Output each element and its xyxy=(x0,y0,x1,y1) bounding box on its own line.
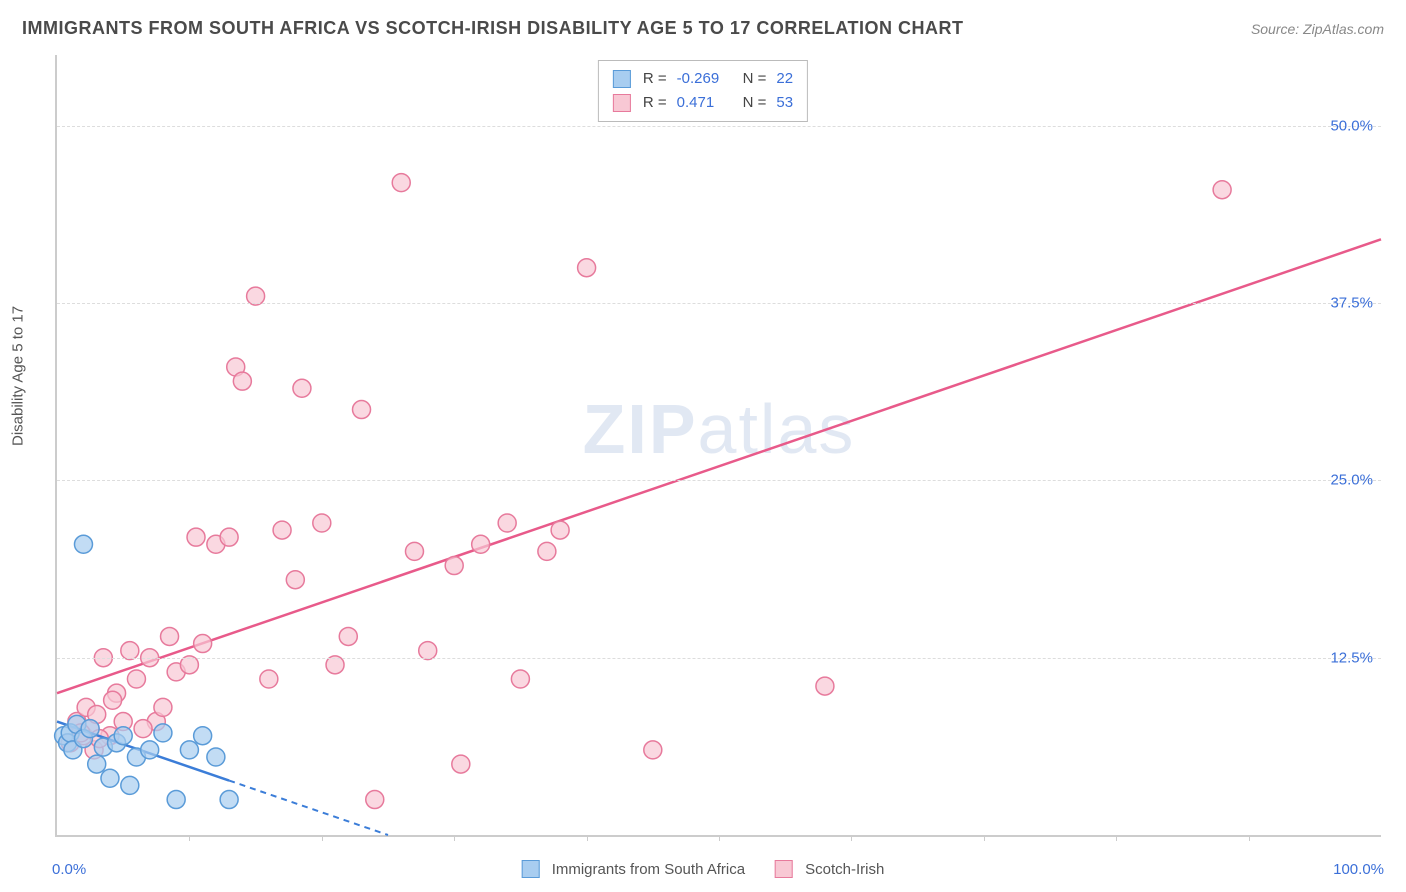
data-point-pink xyxy=(154,698,172,716)
header: IMMIGRANTS FROM SOUTH AFRICA VS SCOTCH-I… xyxy=(22,18,1384,39)
stats-box: R = -0.269 N = 22 R = 0.471 N = 53 xyxy=(598,60,808,122)
data-point-pink xyxy=(233,372,251,390)
legend-swatch-blue xyxy=(522,860,540,878)
data-point-blue xyxy=(154,724,172,742)
gridline-h xyxy=(57,126,1381,127)
data-point-pink xyxy=(816,677,834,695)
x-tick xyxy=(851,835,852,841)
data-point-pink xyxy=(161,627,179,645)
data-point-pink xyxy=(127,670,145,688)
x-tick xyxy=(984,835,985,841)
x-tick xyxy=(322,835,323,841)
data-point-pink xyxy=(286,571,304,589)
data-point-pink xyxy=(260,670,278,688)
swatch-pink xyxy=(613,94,631,112)
legend-label-blue: Immigrants from South Africa xyxy=(552,861,745,878)
data-point-pink xyxy=(392,174,410,192)
source-label: Source: ZipAtlas.com xyxy=(1251,21,1384,37)
x-axis-min-label: 0.0% xyxy=(52,861,86,878)
data-point-blue xyxy=(88,755,106,773)
data-point-blue xyxy=(220,791,238,809)
legend: Immigrants from South Africa Scotch-Iris… xyxy=(522,860,885,878)
data-point-pink xyxy=(472,535,490,553)
gridline-h xyxy=(57,303,1381,304)
data-point-blue xyxy=(121,776,139,794)
y-tick-label: 25.0% xyxy=(1330,472,1373,489)
y-axis-label: Disability Age 5 to 17 xyxy=(10,306,27,446)
data-point-pink xyxy=(405,542,423,560)
data-point-pink xyxy=(1213,181,1231,199)
data-point-pink xyxy=(220,528,238,546)
data-point-pink xyxy=(538,542,556,560)
data-point-pink xyxy=(511,670,529,688)
y-tick-label: 12.5% xyxy=(1330,649,1373,666)
scatter-svg xyxy=(57,55,1381,835)
swatch-blue xyxy=(613,70,631,88)
x-axis-max-label: 100.0% xyxy=(1333,861,1384,878)
gridline-h xyxy=(57,480,1381,481)
data-point-pink xyxy=(498,514,516,532)
legend-item-pink: Scotch-Irish xyxy=(775,860,884,878)
x-tick xyxy=(719,835,720,841)
data-point-pink xyxy=(445,557,463,575)
data-point-blue xyxy=(194,727,212,745)
x-tick xyxy=(1249,835,1250,841)
chart-title: IMMIGRANTS FROM SOUTH AFRICA VS SCOTCH-I… xyxy=(22,18,964,39)
data-point-pink xyxy=(339,627,357,645)
trend-line-pink xyxy=(57,239,1381,693)
data-point-pink xyxy=(366,791,384,809)
data-point-blue xyxy=(114,727,132,745)
data-point-pink xyxy=(194,635,212,653)
gridline-h xyxy=(57,658,1381,659)
data-point-pink xyxy=(353,401,371,419)
data-point-pink xyxy=(293,379,311,397)
data-point-blue xyxy=(74,535,92,553)
data-point-blue xyxy=(207,748,225,766)
data-point-blue xyxy=(81,720,99,738)
data-point-pink xyxy=(273,521,291,539)
chart-plot-area: ZIPatlas 12.5%25.0%37.5%50.0% xyxy=(55,55,1381,837)
data-point-blue xyxy=(167,791,185,809)
data-point-blue xyxy=(141,741,159,759)
data-point-pink xyxy=(313,514,331,532)
x-tick xyxy=(587,835,588,841)
y-tick-label: 50.0% xyxy=(1330,117,1373,134)
x-tick xyxy=(454,835,455,841)
data-point-pink xyxy=(187,528,205,546)
data-point-pink xyxy=(551,521,569,539)
y-tick-label: 37.5% xyxy=(1330,295,1373,312)
legend-item-blue: Immigrants from South Africa xyxy=(522,860,745,878)
data-point-pink xyxy=(452,755,470,773)
data-point-pink xyxy=(134,720,152,738)
data-point-blue xyxy=(101,769,119,787)
data-point-pink xyxy=(644,741,662,759)
x-tick xyxy=(189,835,190,841)
data-point-pink xyxy=(104,691,122,709)
stats-row-blue: R = -0.269 N = 22 xyxy=(613,67,793,91)
data-point-blue xyxy=(180,741,198,759)
data-point-pink xyxy=(578,259,596,277)
legend-swatch-pink xyxy=(775,860,793,878)
trend-line-blue-dashed xyxy=(229,781,388,835)
stats-row-pink: R = 0.471 N = 53 xyxy=(613,91,793,115)
x-tick xyxy=(1116,835,1117,841)
legend-label-pink: Scotch-Irish xyxy=(805,861,884,878)
